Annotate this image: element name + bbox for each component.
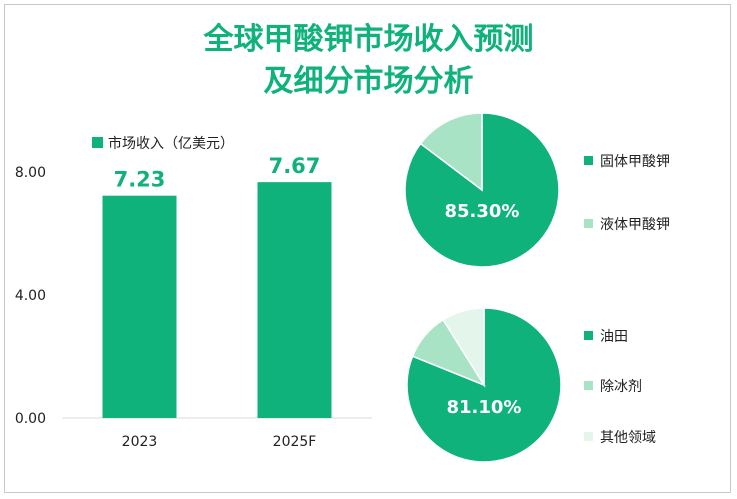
pie-data-label: 85.30%: [445, 201, 520, 222]
pie-legend-swatch: [584, 331, 593, 340]
pie-legend-swatch: [584, 219, 593, 228]
bar-value-label: 7.23: [114, 168, 166, 192]
pie-data-label: 81.10%: [447, 397, 522, 418]
pie-slice: [442, 307, 485, 388]
pie-legend-swatch: [584, 156, 593, 165]
pie-legend-label: 其他领域: [600, 430, 656, 446]
pie-legend-label: 油田: [600, 329, 628, 345]
x-tick-label: 2025F: [273, 434, 317, 450]
legend-label: 市场收入（亿美元）: [108, 135, 234, 152]
pie-slice: [406, 307, 562, 463]
pie-legend-swatch: [584, 432, 593, 441]
y-tick-label: 0.00: [15, 411, 46, 427]
pie-legend-label: 除冰剂: [600, 379, 642, 395]
bar: [257, 182, 332, 418]
pie-legend-label: 液体甲酸钾: [600, 217, 670, 233]
pie-slice: [419, 112, 483, 192]
pie-legend-swatch: [584, 381, 593, 390]
y-tick-label: 8.00: [15, 165, 46, 181]
bar: [102, 195, 177, 418]
bar-value-label: 7.67: [269, 154, 321, 178]
x-tick-label: 2023: [122, 434, 158, 450]
legend-swatch: [92, 137, 103, 148]
y-tick-label: 4.00: [15, 288, 46, 304]
chart-title-line-2: 及细分市场分析: [263, 64, 474, 99]
pie-legend-label: 固体甲酸钾: [600, 154, 670, 170]
chart-title-line-1: 全球甲酸钾市场收入预测: [203, 22, 534, 57]
pie-slice: [404, 112, 560, 268]
